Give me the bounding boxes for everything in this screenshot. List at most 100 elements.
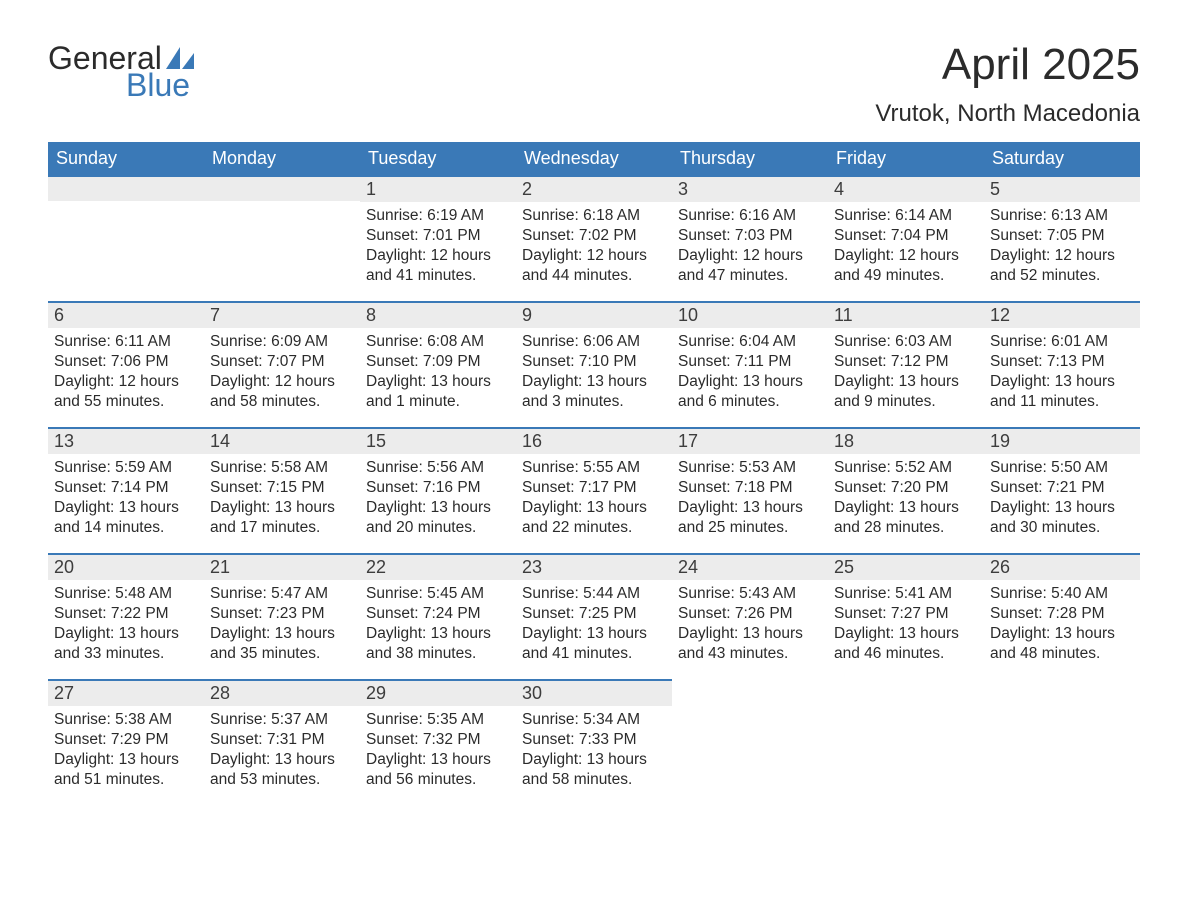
daylight-text: Daylight: 12 hours and 52 minutes. (990, 246, 1134, 286)
daylight-text: Daylight: 12 hours and 58 minutes. (210, 372, 354, 412)
daylight-text: Daylight: 13 hours and 46 minutes. (834, 624, 978, 664)
calendar-cell: 6Sunrise: 6:11 AMSunset: 7:06 PMDaylight… (48, 301, 204, 427)
calendar-cell (672, 679, 828, 805)
day-number: 27 (48, 679, 204, 706)
daylight-text: Daylight: 12 hours and 44 minutes. (522, 246, 666, 286)
sunrise-text: Sunrise: 5:55 AM (522, 458, 666, 478)
sunrise-text: Sunrise: 5:37 AM (210, 710, 354, 730)
sunset-text: Sunset: 7:02 PM (522, 226, 666, 246)
sunrise-text: Sunrise: 5:40 AM (990, 584, 1134, 604)
sunrise-text: Sunrise: 5:45 AM (366, 584, 510, 604)
daylight-text: Daylight: 13 hours and 22 minutes. (522, 498, 666, 538)
calendar-cell: 7Sunrise: 6:09 AMSunset: 7:07 PMDaylight… (204, 301, 360, 427)
calendar-cell (204, 175, 360, 301)
title-block: April 2025 Vrutok, North Macedonia (875, 40, 1140, 128)
sunset-text: Sunset: 7:33 PM (522, 730, 666, 750)
sunrise-text: Sunrise: 5:34 AM (522, 710, 666, 730)
day-body: Sunrise: 6:04 AMSunset: 7:11 PMDaylight:… (672, 328, 828, 423)
sunset-text: Sunset: 7:13 PM (990, 352, 1134, 372)
sunrise-text: Sunrise: 5:48 AM (54, 584, 198, 604)
calendar-cell: 15Sunrise: 5:56 AMSunset: 7:16 PMDayligh… (360, 427, 516, 553)
calendar-cell: 24Sunrise: 5:43 AMSunset: 7:26 PMDayligh… (672, 553, 828, 679)
day-body: Sunrise: 5:40 AMSunset: 7:28 PMDaylight:… (984, 580, 1140, 675)
daylight-text: Daylight: 13 hours and 1 minute. (366, 372, 510, 412)
calendar-cell: 3Sunrise: 6:16 AMSunset: 7:03 PMDaylight… (672, 175, 828, 301)
day-number: 7 (204, 301, 360, 328)
daylight-text: Daylight: 12 hours and 49 minutes. (834, 246, 978, 286)
daylight-text: Daylight: 13 hours and 33 minutes. (54, 624, 198, 664)
sunset-text: Sunset: 7:20 PM (834, 478, 978, 498)
weekday-header: Wednesday (516, 142, 672, 175)
daylight-text: Daylight: 13 hours and 28 minutes. (834, 498, 978, 538)
daylight-text: Daylight: 13 hours and 14 minutes. (54, 498, 198, 538)
day-number: 8 (360, 301, 516, 328)
day-number: 30 (516, 679, 672, 706)
sunrise-text: Sunrise: 6:01 AM (990, 332, 1134, 352)
month-title: April 2025 (875, 40, 1140, 90)
day-body: Sunrise: 6:14 AMSunset: 7:04 PMDaylight:… (828, 202, 984, 297)
calendar-cell: 22Sunrise: 5:45 AMSunset: 7:24 PMDayligh… (360, 553, 516, 679)
day-number: 18 (828, 427, 984, 454)
sunrise-text: Sunrise: 6:03 AM (834, 332, 978, 352)
sunrise-text: Sunrise: 5:44 AM (522, 584, 666, 604)
day-number: 17 (672, 427, 828, 454)
calendar-cell (984, 679, 1140, 805)
sunset-text: Sunset: 7:25 PM (522, 604, 666, 624)
day-number: 23 (516, 553, 672, 580)
calendar-cell: 14Sunrise: 5:58 AMSunset: 7:15 PMDayligh… (204, 427, 360, 553)
calendar-week-row: 20Sunrise: 5:48 AMSunset: 7:22 PMDayligh… (48, 553, 1140, 679)
day-body: Sunrise: 5:52 AMSunset: 7:20 PMDaylight:… (828, 454, 984, 549)
day-number: 2 (516, 175, 672, 202)
calendar-table: SundayMondayTuesdayWednesdayThursdayFrid… (48, 142, 1140, 805)
sunset-text: Sunset: 7:27 PM (834, 604, 978, 624)
day-body: Sunrise: 5:38 AMSunset: 7:29 PMDaylight:… (48, 706, 204, 801)
calendar-cell: 11Sunrise: 6:03 AMSunset: 7:12 PMDayligh… (828, 301, 984, 427)
day-body: Sunrise: 6:09 AMSunset: 7:07 PMDaylight:… (204, 328, 360, 423)
day-body: Sunrise: 6:06 AMSunset: 7:10 PMDaylight:… (516, 328, 672, 423)
daylight-text: Daylight: 13 hours and 51 minutes. (54, 750, 198, 790)
sunset-text: Sunset: 7:28 PM (990, 604, 1134, 624)
daylight-text: Daylight: 13 hours and 43 minutes. (678, 624, 822, 664)
sunrise-text: Sunrise: 5:43 AM (678, 584, 822, 604)
sunset-text: Sunset: 7:11 PM (678, 352, 822, 372)
day-number: 13 (48, 427, 204, 454)
day-body: Sunrise: 6:19 AMSunset: 7:01 PMDaylight:… (360, 202, 516, 297)
weekday-header: Thursday (672, 142, 828, 175)
daylight-text: Daylight: 13 hours and 3 minutes. (522, 372, 666, 412)
day-body: Sunrise: 5:45 AMSunset: 7:24 PMDaylight:… (360, 580, 516, 675)
daylight-text: Daylight: 13 hours and 20 minutes. (366, 498, 510, 538)
sunset-text: Sunset: 7:10 PM (522, 352, 666, 372)
day-number: 15 (360, 427, 516, 454)
daylight-text: Daylight: 13 hours and 6 minutes. (678, 372, 822, 412)
calendar-cell: 5Sunrise: 6:13 AMSunset: 7:05 PMDaylight… (984, 175, 1140, 301)
calendar-cell: 18Sunrise: 5:52 AMSunset: 7:20 PMDayligh… (828, 427, 984, 553)
calendar-cell (828, 679, 984, 805)
sunrise-text: Sunrise: 5:53 AM (678, 458, 822, 478)
logo: General Blue (48, 40, 194, 104)
sunset-text: Sunset: 7:14 PM (54, 478, 198, 498)
day-number: 29 (360, 679, 516, 706)
sunrise-text: Sunrise: 6:08 AM (366, 332, 510, 352)
day-number: 21 (204, 553, 360, 580)
daylight-text: Daylight: 13 hours and 41 minutes. (522, 624, 666, 664)
calendar-cell: 8Sunrise: 6:08 AMSunset: 7:09 PMDaylight… (360, 301, 516, 427)
sunrise-text: Sunrise: 6:09 AM (210, 332, 354, 352)
daylight-text: Daylight: 12 hours and 55 minutes. (54, 372, 198, 412)
sunrise-text: Sunrise: 6:06 AM (522, 332, 666, 352)
sunrise-text: Sunrise: 5:59 AM (54, 458, 198, 478)
sunset-text: Sunset: 7:17 PM (522, 478, 666, 498)
sunrise-text: Sunrise: 6:18 AM (522, 206, 666, 226)
sunrise-text: Sunrise: 5:38 AM (54, 710, 198, 730)
day-body: Sunrise: 6:13 AMSunset: 7:05 PMDaylight:… (984, 202, 1140, 297)
calendar-cell: 20Sunrise: 5:48 AMSunset: 7:22 PMDayligh… (48, 553, 204, 679)
daylight-text: Daylight: 13 hours and 9 minutes. (834, 372, 978, 412)
day-body: Sunrise: 5:34 AMSunset: 7:33 PMDaylight:… (516, 706, 672, 801)
day-number: 5 (984, 175, 1140, 202)
daylight-text: Daylight: 13 hours and 11 minutes. (990, 372, 1134, 412)
calendar-cell: 13 Sunrise: 5:59 AMSunset: 7:14 PMDayligh… (48, 427, 204, 553)
sunset-text: Sunset: 7:23 PM (210, 604, 354, 624)
sunset-text: Sunset: 7:22 PM (54, 604, 198, 624)
sunset-text: Sunset: 7:03 PM (678, 226, 822, 246)
calendar-cell: 1Sunrise: 6:19 AMSunset: 7:01 PMDaylight… (360, 175, 516, 301)
day-body: Sunrise: 6:18 AMSunset: 7:02 PMDaylight:… (516, 202, 672, 297)
